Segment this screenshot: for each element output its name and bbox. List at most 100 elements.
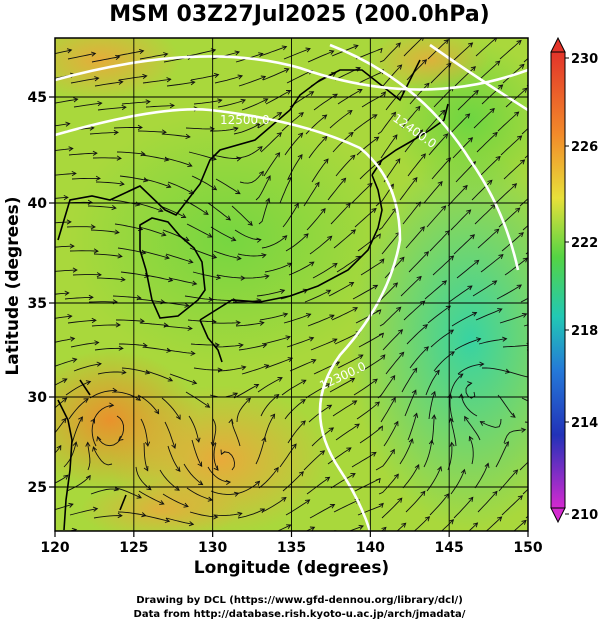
- streamline-arrowhead: [175, 466, 181, 472]
- streamline: [451, 312, 477, 327]
- streamline-arrowhead: [230, 236, 237, 242]
- streamline: [477, 491, 498, 513]
- streamline-arrowhead: [263, 98, 269, 103]
- streamline: [237, 508, 265, 519]
- streamline-arrowhead: [232, 392, 239, 398]
- streamline-arrowhead: [372, 114, 378, 119]
- y-axis-ticks: 25 30 35 40 45: [28, 90, 55, 496]
- streamline-arrowhead: [198, 480, 204, 486]
- streamline: [55, 123, 70, 127]
- streamline: [428, 133, 448, 156]
- streamline: [289, 359, 316, 372]
- streamline-arrowhead: [175, 414, 181, 421]
- streamline-arrowhead: [187, 162, 193, 168]
- streamline-arrowhead: [443, 39, 449, 45]
- streamline-arrowhead: [238, 342, 244, 348]
- streamline-arrowhead: [492, 490, 498, 496]
- streamline: [67, 319, 96, 324]
- streamline: [89, 38, 92, 39]
- streamline-arrowhead: [96, 361, 102, 367]
- streamline: [524, 421, 528, 423]
- streamline: [89, 390, 117, 399]
- streamline: [257, 377, 283, 393]
- streamline: [513, 520, 527, 531]
- streamline: [217, 366, 246, 372]
- streamline-arrowhead: [308, 91, 315, 96]
- streamline: [193, 367, 222, 371]
- streamline: [87, 442, 91, 471]
- streamline: [212, 418, 217, 447]
- streamline-arrowhead: [329, 50, 335, 55]
- streamline: [116, 415, 125, 441]
- streamline-arrowhead: [470, 66, 476, 72]
- streamline-arrowhead: [490, 14, 495, 18]
- x-axis-label: Longitude (degrees): [193, 558, 390, 578]
- streamline: [359, 425, 383, 444]
- streamline-arrowhead: [236, 156, 242, 162]
- streamline-arrowhead: [492, 131, 498, 138]
- streamline: [262, 336, 291, 345]
- streamline: [505, 370, 528, 378]
- streamline: [401, 367, 418, 393]
- streamline: [233, 123, 261, 135]
- streamline: [187, 49, 216, 57]
- streamline-arrowhead: [184, 31, 188, 35]
- streamline: [479, 156, 501, 177]
- x-tick-label: 150: [513, 540, 542, 556]
- streamline-arrowhead: [520, 427, 527, 433]
- streamline: [262, 68, 289, 81]
- streamline-arrowhead: [88, 28, 92, 32]
- streamline-arrowhead: [303, 25, 308, 29]
- streamline-arrowhead: [209, 126, 215, 132]
- x-tick-label: 120: [40, 540, 69, 556]
- streamline-arrowhead: [391, 397, 396, 403]
- streamline: [328, 282, 354, 297]
- streamline: [138, 490, 164, 505]
- streamline: [213, 512, 242, 516]
- colorbar-tick-label: 210: [571, 508, 598, 523]
- streamline: [408, 251, 429, 273]
- streamline-arrowhead: [291, 443, 297, 449]
- streamline-arrowhead: [420, 153, 426, 159]
- streamline: [361, 91, 386, 108]
- streamline: [312, 263, 338, 279]
- streamline: [183, 199, 209, 215]
- streamline-arrowhead: [358, 354, 364, 360]
- streamline: [221, 451, 235, 471]
- streamline: [281, 379, 307, 396]
- streamline: [55, 221, 71, 224]
- y-tick-label: 25: [28, 480, 47, 496]
- streamline-arrowhead: [118, 435, 124, 441]
- streamline: [502, 64, 525, 84]
- streamline: [121, 367, 150, 374]
- streamline: [282, 471, 304, 492]
- streamline-arrowhead: [61, 417, 67, 424]
- streamline-arrowhead: [279, 23, 284, 27]
- streamline: [526, 84, 528, 87]
- streamline-arrowhead: [260, 75, 267, 81]
- streamline: [117, 511, 146, 517]
- streamline-arrowhead: [367, 182, 373, 188]
- streamline-arrowhead: [379, 258, 385, 264]
- streamline-arrowhead: [351, 400, 358, 406]
- streamline: [284, 399, 306, 420]
- streamline: [383, 421, 399, 447]
- streamline: [358, 332, 384, 348]
- streamline: [159, 205, 186, 218]
- streamline: [425, 109, 446, 132]
- streamline: [330, 203, 351, 225]
- y-tick-label: 45: [28, 90, 47, 106]
- streamline: [260, 394, 279, 417]
- streamline: [425, 16, 446, 35]
- streamline-arrowhead: [281, 45, 288, 51]
- streamline: [456, 259, 479, 279]
- colorbar-bottom-arrow: [550, 507, 566, 524]
- streamline: [405, 226, 425, 249]
- streamline-arrowhead: [521, 312, 528, 318]
- streamline-arrowhead: [118, 345, 124, 351]
- streamline-arrowhead: [420, 490, 426, 496]
- streamline-arrowhead: [314, 181, 320, 187]
- streamline: [55, 49, 72, 55]
- streamline: [207, 466, 231, 483]
- streamline-arrowhead: [72, 441, 78, 447]
